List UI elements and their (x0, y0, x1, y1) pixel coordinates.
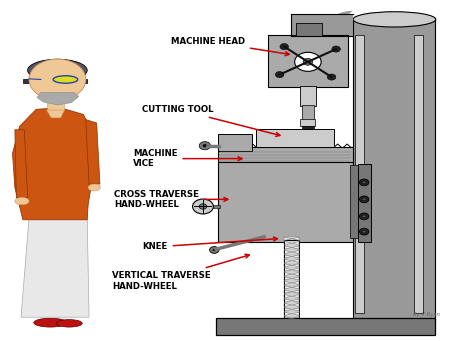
FancyBboxPatch shape (284, 281, 300, 285)
FancyBboxPatch shape (357, 164, 371, 242)
FancyBboxPatch shape (284, 295, 300, 298)
FancyBboxPatch shape (284, 308, 300, 311)
FancyBboxPatch shape (256, 129, 334, 147)
FancyBboxPatch shape (284, 312, 300, 315)
Circle shape (275, 72, 284, 78)
FancyBboxPatch shape (355, 35, 364, 313)
FancyBboxPatch shape (284, 259, 300, 263)
Circle shape (29, 59, 86, 100)
FancyBboxPatch shape (284, 250, 300, 254)
FancyBboxPatch shape (350, 165, 357, 238)
FancyBboxPatch shape (218, 134, 252, 151)
Polygon shape (37, 92, 79, 105)
Circle shape (29, 59, 86, 100)
FancyBboxPatch shape (284, 241, 300, 245)
FancyBboxPatch shape (284, 316, 300, 320)
Circle shape (359, 196, 369, 203)
Ellipse shape (53, 76, 78, 83)
Polygon shape (21, 218, 89, 317)
FancyBboxPatch shape (353, 18, 436, 323)
Circle shape (359, 179, 369, 186)
FancyBboxPatch shape (301, 119, 316, 127)
Ellipse shape (353, 12, 436, 27)
FancyBboxPatch shape (278, 318, 306, 327)
FancyBboxPatch shape (216, 318, 436, 335)
Circle shape (362, 215, 366, 218)
Circle shape (295, 52, 321, 71)
Text: VERTICAL TRAVERSE
HAND-WHEEL: VERTICAL TRAVERSE HAND-WHEEL (112, 254, 249, 291)
FancyBboxPatch shape (284, 286, 300, 289)
Circle shape (362, 230, 366, 233)
FancyBboxPatch shape (284, 299, 300, 302)
Circle shape (210, 247, 219, 253)
FancyBboxPatch shape (284, 246, 300, 249)
Text: KNEE: KNEE (143, 237, 277, 251)
Circle shape (328, 74, 336, 80)
FancyBboxPatch shape (284, 264, 300, 267)
Ellipse shape (27, 59, 87, 81)
FancyBboxPatch shape (284, 290, 300, 294)
Polygon shape (15, 130, 27, 198)
Ellipse shape (15, 197, 29, 205)
FancyBboxPatch shape (268, 35, 348, 87)
FancyBboxPatch shape (284, 303, 300, 307)
Polygon shape (46, 110, 64, 118)
FancyBboxPatch shape (300, 86, 316, 106)
Circle shape (213, 249, 216, 251)
Ellipse shape (34, 318, 67, 327)
Ellipse shape (29, 67, 86, 92)
Text: MACHINE HEAD: MACHINE HEAD (171, 37, 289, 56)
Circle shape (303, 58, 313, 65)
Polygon shape (86, 120, 100, 184)
Circle shape (199, 142, 210, 150)
FancyBboxPatch shape (302, 105, 314, 120)
FancyBboxPatch shape (284, 255, 300, 258)
Text: MACHINE
VICE: MACHINE VICE (133, 149, 242, 168)
FancyBboxPatch shape (302, 126, 314, 138)
FancyBboxPatch shape (284, 272, 300, 276)
FancyBboxPatch shape (23, 79, 87, 83)
FancyBboxPatch shape (46, 98, 64, 110)
FancyBboxPatch shape (284, 237, 300, 240)
Circle shape (280, 44, 289, 50)
Circle shape (362, 181, 366, 184)
Ellipse shape (88, 184, 100, 191)
Circle shape (359, 213, 369, 220)
Text: By V Ryan: By V Ryan (413, 312, 440, 316)
Circle shape (332, 46, 340, 52)
Circle shape (192, 199, 213, 214)
FancyBboxPatch shape (218, 147, 353, 164)
FancyBboxPatch shape (218, 162, 353, 242)
Polygon shape (12, 108, 94, 220)
Circle shape (203, 144, 207, 147)
FancyBboxPatch shape (284, 268, 300, 271)
FancyBboxPatch shape (284, 277, 300, 280)
Circle shape (362, 198, 366, 201)
Text: CUTTING TOOL: CUTTING TOOL (143, 105, 280, 136)
FancyBboxPatch shape (205, 205, 220, 208)
Circle shape (359, 228, 369, 235)
Text: CROSS TRAVERSE
HAND-WHEEL: CROSS TRAVERSE HAND-WHEEL (114, 190, 228, 209)
FancyBboxPatch shape (414, 35, 423, 313)
Polygon shape (292, 11, 353, 58)
Circle shape (199, 204, 207, 209)
FancyBboxPatch shape (296, 23, 322, 36)
Ellipse shape (56, 320, 82, 327)
